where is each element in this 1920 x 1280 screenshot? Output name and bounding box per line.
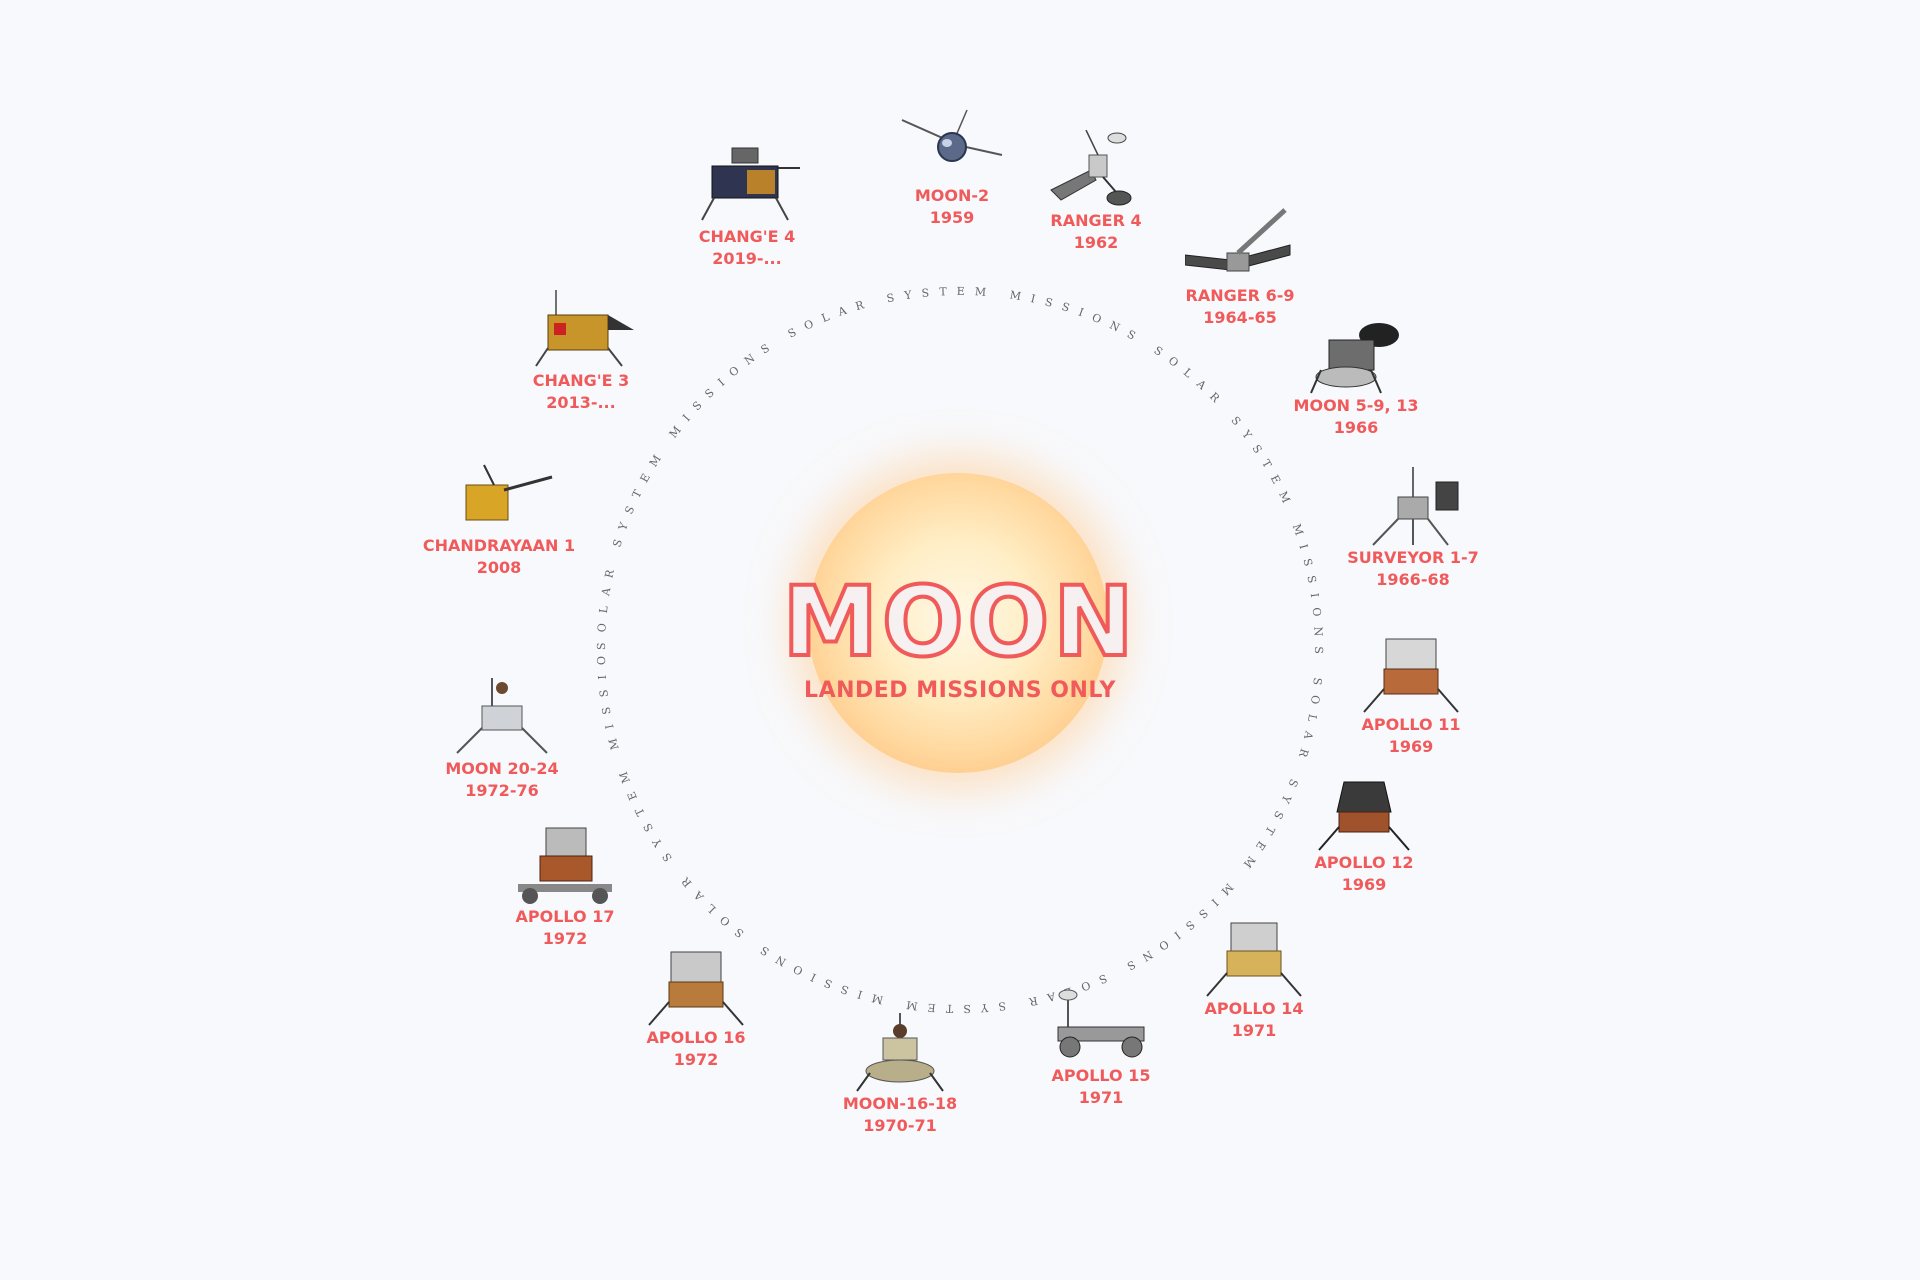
mission-name: APOLLO 12 [1314, 853, 1414, 872]
mission-name: CHANG'E 4 [698, 227, 796, 246]
mission-item[interactable]: MOON-16-18 1970-71 [800, 1013, 1000, 1137]
mission-name: MOON-16-18 [842, 1094, 958, 1113]
mission-item[interactable]: APOLLO 12 1969 [1264, 772, 1464, 896]
mission-name: APOLLO 14 [1204, 999, 1304, 1018]
luna-lander-icon [856, 1013, 944, 1092]
mission-name: APOLLO 17 [515, 907, 615, 926]
mission-item[interactable]: APOLLO 11 1969 [1311, 634, 1511, 758]
mission-years: 1971 [1078, 1088, 1124, 1107]
mission-years: 1969 [1388, 737, 1434, 756]
page-subtitle: LANDED MISSIONS ONLY [804, 678, 1116, 703]
moon-illustration [808, 473, 1108, 773]
luna-lander-icon [1310, 323, 1399, 394]
mission-item[interactable]: MOON-2 1959 [852, 105, 1052, 229]
mission-item[interactable]: CHANG'E 3 2013-... [481, 290, 681, 414]
apollo-lander-icon [1318, 781, 1410, 851]
mission-years: 1962 [1073, 233, 1119, 252]
mission-years: 1966-68 [1376, 570, 1450, 589]
mission-item[interactable]: APOLLO 14 1971 [1154, 918, 1354, 1042]
mission-item[interactable]: SURVEYOR 1-7 1966-68 [1313, 467, 1513, 591]
mission-years: 2013-... [546, 393, 616, 412]
mission-name: CHANG'E 3 [532, 371, 630, 390]
mission-years: 1972-76 [465, 781, 539, 800]
mission-item[interactable]: MOON 5-9, 13 1966 [1256, 315, 1456, 439]
mission-years: 1971 [1231, 1021, 1277, 1040]
mission-name: MOON 20-24 [445, 759, 559, 778]
orbiter-icon [465, 464, 553, 521]
mission-item[interactable]: CHANG'E 4 2019-... [647, 146, 847, 270]
mission-item[interactable]: APOLLO 16 1972 [596, 947, 796, 1071]
mission-name: APOLLO 16 [646, 1028, 746, 1047]
mission-name: RANGER 6-9 [1185, 286, 1295, 305]
ranger-probe-icon [1050, 130, 1132, 206]
mission-name: MOON-2 [914, 186, 990, 205]
mission-item[interactable]: APOLLO 17 1972 [465, 826, 665, 950]
mission-years: 1972 [673, 1050, 719, 1069]
apollo-lander-icon [1363, 638, 1459, 713]
mission-years: 1966 [1333, 418, 1379, 437]
mission-years: 1969 [1341, 875, 1387, 894]
mission-name: SURVEYOR 1-7 [1347, 548, 1479, 567]
lunar-rover-icon [1057, 989, 1145, 1058]
mission-name: APOLLO 15 [1051, 1066, 1151, 1085]
apollo-lander-icon [1206, 922, 1302, 997]
mission-item[interactable]: RANGER 6-9 1964-65 [1140, 205, 1340, 329]
mission-years: 2008 [476, 558, 522, 577]
mission-years: 1970-71 [863, 1116, 937, 1135]
mission-item[interactable]: APOLLO 15 1971 [1001, 985, 1201, 1109]
mission-years: 2019-... [712, 249, 782, 268]
change-lander-icon [535, 290, 634, 367]
mission-years: 1972 [542, 929, 588, 948]
mission-item[interactable]: MOON 20-24 1972-76 [402, 678, 602, 802]
surveyor-lander-icon [1372, 467, 1459, 546]
mission-name: MOON 5-9, 13 [1293, 396, 1419, 415]
luna-lander-icon [456, 678, 548, 754]
apollo-lander-icon [518, 827, 612, 904]
mission-item[interactable]: CHANDRAYAAN 1 2008 [399, 455, 599, 579]
mission-years: 1964-65 [1203, 308, 1277, 327]
mission-name: RANGER 4 [1050, 211, 1142, 230]
mission-item[interactable]: RANGER 4 1962 [996, 130, 1196, 254]
apollo-lander-icon [648, 951, 744, 1026]
mission-years: 1959 [929, 208, 975, 227]
mission-name: APOLLO 11 [1361, 715, 1461, 734]
page-title: MOON [780, 566, 1138, 678]
probe-sphere-icon [901, 109, 1003, 162]
mission-name: CHANDRAYAAN 1 [422, 536, 576, 555]
ranger-probe-icon [1185, 208, 1291, 272]
change-lander-icon [701, 147, 800, 221]
